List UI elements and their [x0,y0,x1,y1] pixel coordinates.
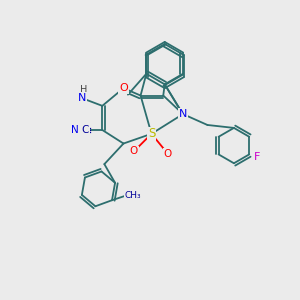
Text: O: O [119,83,128,93]
Text: S: S [148,127,155,140]
Text: C: C [82,125,89,135]
Text: F: F [254,152,260,162]
Text: N: N [78,93,86,103]
Text: N: N [71,125,79,135]
Text: O: O [164,148,172,158]
Text: CH₃: CH₃ [124,191,141,200]
Text: O: O [130,146,138,157]
Text: H: H [80,85,87,95]
Text: N: N [179,109,187,119]
